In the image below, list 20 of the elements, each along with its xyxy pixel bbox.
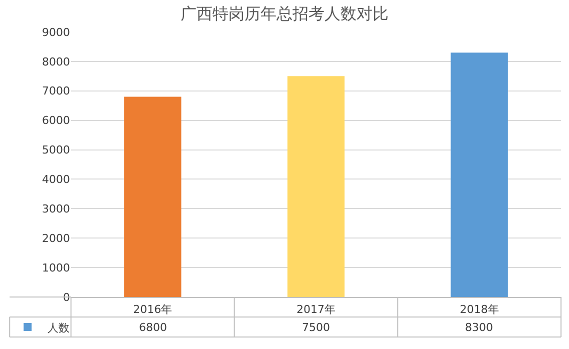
y-tick-label: 8000 <box>42 55 70 68</box>
bar <box>450 52 508 297</box>
y-tick-label: 4000 <box>42 173 70 186</box>
data-label: 6800 <box>139 321 167 334</box>
chart-title: 广西特岗历年总招考人数对比 <box>180 4 388 24</box>
x-tick-label: 2016年 <box>133 303 172 316</box>
bar <box>287 76 345 297</box>
x-tick-label: 2017年 <box>296 303 336 316</box>
y-tick-label: 1000 <box>42 261 70 274</box>
y-tick-label: 7000 <box>42 84 70 98</box>
y-tick-label: 5000 <box>42 144 70 157</box>
y-tick-label: 2000 <box>42 232 70 245</box>
x-tick-label: 2018年 <box>460 303 499 316</box>
y-tick-label: 3000 <box>42 202 70 216</box>
legend-label: 人数 <box>48 321 70 334</box>
data-label: 8300 <box>465 321 493 334</box>
bar <box>124 96 182 297</box>
y-tick-label: 9000 <box>42 26 70 39</box>
data-label: 7500 <box>302 321 330 334</box>
y-tick-label: 6000 <box>42 114 70 128</box>
